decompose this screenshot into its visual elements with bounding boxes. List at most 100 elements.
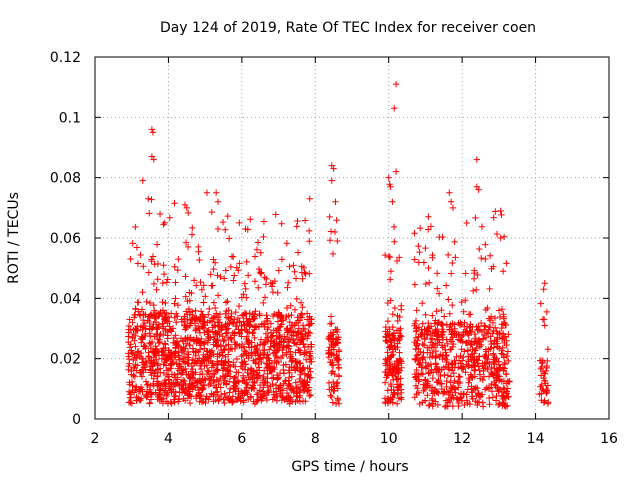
data-point [163,279,170,286]
data-point [306,195,313,202]
data-point [411,281,419,288]
data-point [237,363,245,370]
data-point [222,226,229,234]
data-point [424,392,431,399]
data-point [196,377,203,385]
data-point [479,403,487,410]
data-point [278,311,285,319]
data-point [329,250,337,258]
data-point [297,360,304,367]
data-point [499,344,506,352]
data-point [500,311,507,318]
data-point [415,389,423,397]
data-point [467,353,474,360]
data-point [241,358,248,365]
data-point [425,328,432,335]
data-point [279,394,287,401]
data-point [181,318,188,326]
data-point [495,401,502,409]
data-point [225,358,232,365]
data-point [502,321,510,329]
data-point [429,374,436,382]
data-point [156,397,163,405]
data-point [165,385,173,392]
data-point [264,388,272,395]
data-point [455,373,462,380]
data-point [164,335,171,342]
data-point [418,332,425,340]
data-point [262,330,270,337]
data-point [239,359,247,366]
data-point [393,381,401,388]
data-point [285,336,292,343]
data-point [168,371,176,378]
data-point [475,389,482,397]
data-point [334,385,341,392]
data-point [483,348,490,355]
data-point [207,271,214,278]
data-point [384,349,391,356]
data-point [281,335,289,343]
data-point [238,312,246,319]
data-point [469,374,476,381]
data-point [143,393,150,400]
data-point [420,387,427,395]
data-point [247,318,254,325]
data-point [481,386,489,393]
data-point [329,399,336,406]
data-point [186,374,193,381]
data-point [441,371,448,379]
data-point [168,400,175,407]
data-point [291,268,298,275]
data-point [229,399,236,406]
data-point [476,245,483,253]
data-point [194,357,201,364]
data-point [171,399,178,406]
data-point [197,278,204,286]
data-point [205,381,213,389]
data-point [466,400,474,408]
data-point [226,389,233,396]
data-point [246,370,254,378]
data-point [438,342,446,349]
data-point [429,390,437,397]
data-point [328,177,336,184]
data-point [139,359,146,366]
data-point [150,156,157,163]
data-point [151,261,158,268]
data-point [267,279,274,287]
data-point [500,400,507,407]
data-point [208,364,216,371]
data-point [493,366,501,373]
data-point [387,297,394,304]
data-point [162,398,170,405]
data-point [186,316,194,323]
data-point [254,239,262,246]
data-point [251,278,259,285]
data-point [205,311,212,318]
data-point [472,346,479,354]
data-point [222,299,230,306]
data-point [301,325,309,333]
data-point [388,352,395,359]
data-point [239,372,247,379]
data-point [232,322,240,330]
data-point [416,248,423,256]
data-point [294,249,302,256]
data-point [394,386,402,394]
data-point [210,351,217,358]
data-point [387,268,395,275]
data-point [487,313,495,320]
x-tick-label: 2 [91,431,100,447]
data-point [174,365,182,372]
data-point [475,186,482,193]
data-point [257,249,264,256]
data-point [425,370,433,377]
data-point [449,334,457,341]
data-point [444,251,452,259]
data-point [223,314,231,321]
data-point [126,316,133,323]
data-point [205,329,212,336]
data-point [273,335,280,343]
data-point [305,227,313,235]
